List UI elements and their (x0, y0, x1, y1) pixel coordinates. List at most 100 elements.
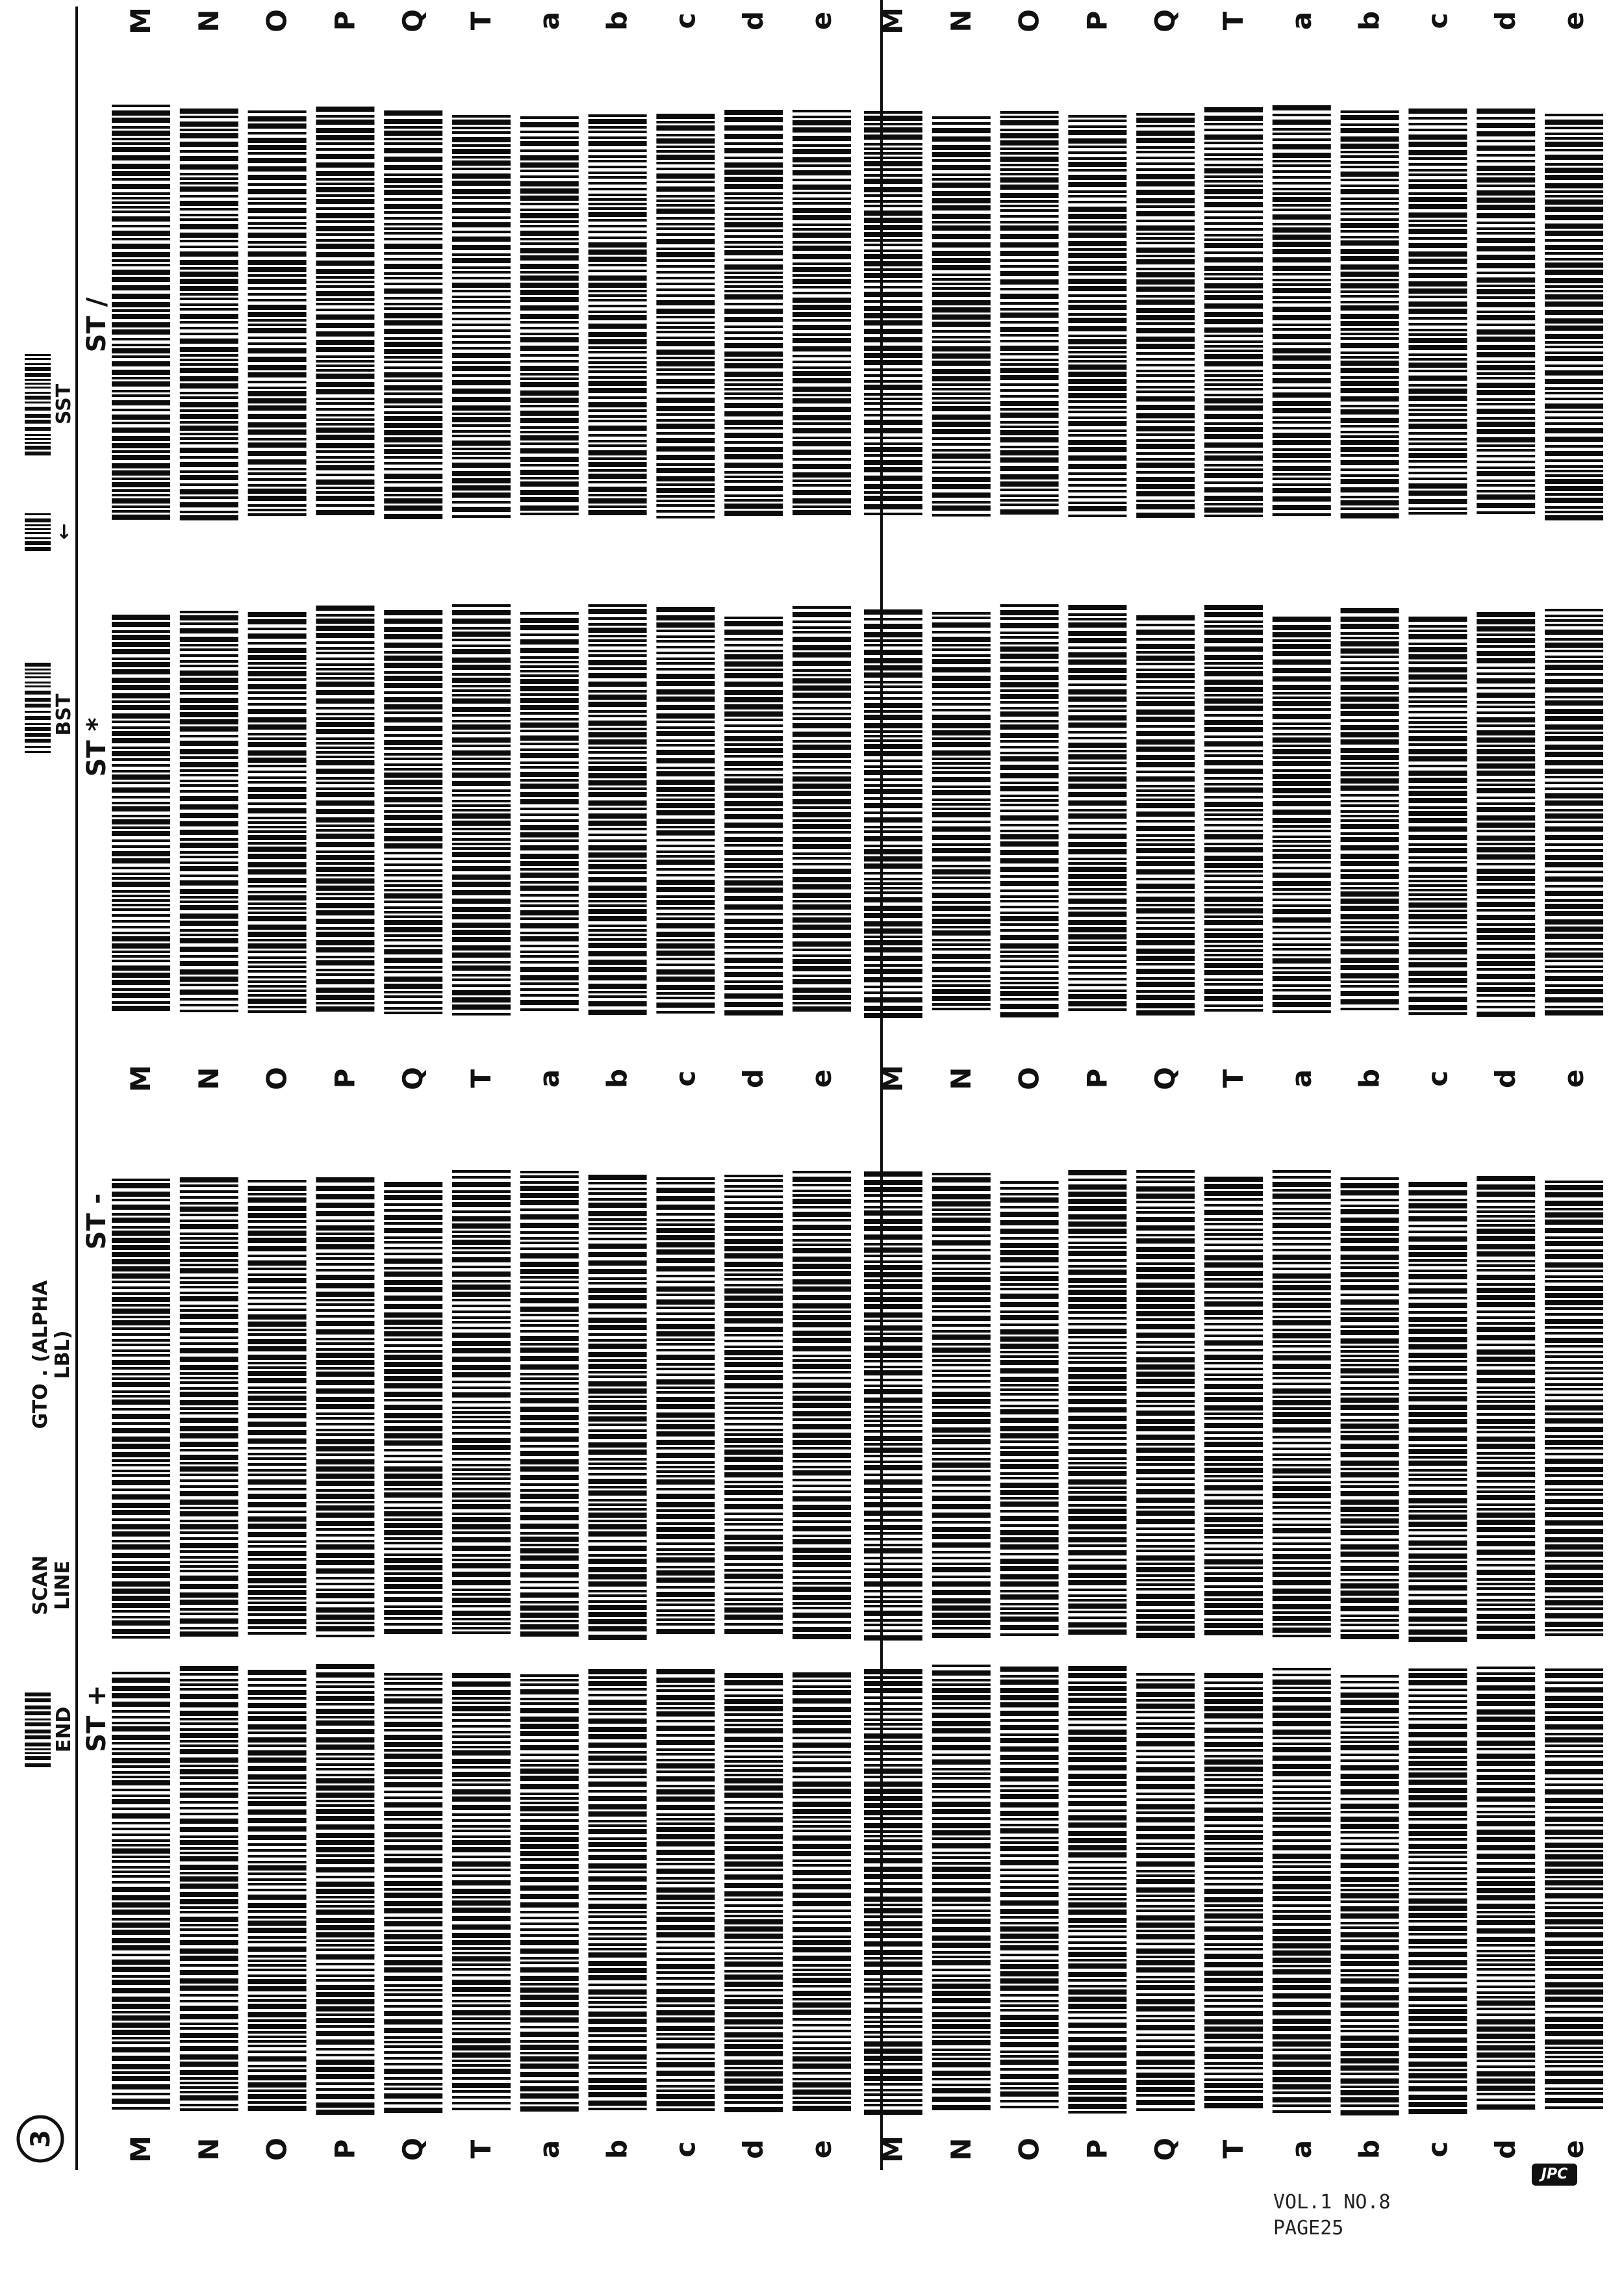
barcode-row-st-plus (1204, 1673, 1263, 2108)
header-label: LBL) (51, 1331, 74, 1379)
end-barcode: END (25, 1693, 75, 1767)
row-label-middle: O (1013, 1067, 1045, 1090)
barcode-row-st-plus (179, 1666, 238, 2111)
row-label-left: a (1286, 2140, 1317, 2158)
barcode-row-st-minus (1477, 1176, 1536, 1639)
barcode-row-st-minus (1204, 1177, 1263, 1635)
row-label-left: e (1558, 2140, 1590, 2159)
row-label-right: P (329, 11, 361, 31)
barcode-row-st-divide (112, 105, 170, 520)
row-label-middle: M (125, 1065, 157, 1092)
caption-st-plus: ST + (82, 1685, 112, 1752)
footer: VOL.1 NO.8 PAGE25 (1273, 2190, 1391, 2242)
row-label-right: a (1286, 12, 1317, 30)
row-label-right: N (193, 9, 225, 32)
row-label-left: d (1490, 2140, 1521, 2159)
header-label: SCAN (29, 1555, 52, 1615)
barcode-row-st-plus (384, 1673, 443, 2113)
barcode-row-st-times (1408, 617, 1467, 1015)
barcode-row-st-minus (247, 1180, 307, 1635)
scan-line-label: SCAN LINE (29, 1555, 74, 1615)
barcode-row-st-minus (1340, 1177, 1399, 1639)
barcode-row-st-minus (112, 1179, 170, 1639)
barcode-row-st-minus (179, 1177, 238, 1637)
header-label: SST (53, 383, 75, 424)
row-label-middle: Q (397, 1067, 429, 1090)
barcode-row-st-minus (864, 1171, 922, 1641)
row-label-left: c (1421, 2141, 1453, 2158)
row-label-left: b (602, 2140, 633, 2159)
barcode-row-st-minus (384, 1182, 443, 1634)
caption-st-divide: ST / (82, 297, 112, 352)
row-label-left: b (1354, 2140, 1386, 2159)
volume-label: VOL.1 NO.8 (1273, 2191, 1391, 2214)
page-label: PAGE25 (1273, 2217, 1344, 2240)
header-label: BST (53, 693, 75, 735)
barcode-row-st-times (316, 606, 375, 1012)
row-label-middle: e (1558, 1069, 1590, 1088)
barcode-row-st-plus (1545, 1668, 1603, 2109)
barcode-row-st-divide (1000, 111, 1059, 515)
row-label-left: N (945, 2138, 977, 2160)
barcode-row-st-plus (1477, 1667, 1536, 2110)
barcode-row-st-divide (1068, 115, 1127, 517)
barcode-row-st-times (724, 617, 783, 1016)
barcode-row-st-times (1000, 604, 1059, 1017)
row-label-right: Q (397, 9, 429, 32)
row-label-middle: M (877, 1065, 909, 1092)
row-label-right: e (1558, 12, 1590, 31)
row-label-left: a (533, 2140, 565, 2158)
row-label-right: e (806, 12, 837, 31)
barcode-row-st-divide (1340, 110, 1399, 518)
barcode-row-st-times (1545, 609, 1603, 1016)
row-label-middle: d (1490, 1069, 1521, 1088)
row-label-left: d (737, 2140, 769, 2159)
row-label-left: T (1217, 2140, 1249, 2158)
barcode-row-st-plus (1272, 1668, 1331, 2113)
row-label-left: P (329, 2140, 361, 2160)
row-label-left: c (669, 2141, 701, 2158)
barcode-row-st-divide (1477, 109, 1536, 514)
barcode-row-st-times (112, 615, 170, 1011)
header-label: END (53, 1707, 75, 1753)
barcode-row-st-divide (316, 107, 375, 515)
row-label-middle: O (261, 1067, 293, 1090)
row-label-middle: T (1217, 1069, 1249, 1088)
row-label-right: b (1354, 11, 1386, 31)
page-number-circle: 3 (16, 2115, 64, 2163)
barcode-row-st-divide (452, 115, 511, 518)
row-label-left: P (1081, 2140, 1113, 2160)
barcode-row-st-times (1340, 608, 1399, 1010)
barcode-row-st-divide (520, 116, 579, 515)
row-label-middle: b (602, 1069, 633, 1088)
barcode-row-st-minus (1272, 1170, 1331, 1637)
barcode-row-st-divide (588, 114, 647, 515)
barcode-row-st-divide (793, 110, 851, 515)
row-label-middle: a (1286, 1069, 1317, 1088)
barcode-row-st-times (656, 607, 715, 1014)
barcode-row-st-plus (793, 1672, 851, 2111)
barcode-row-st-plus (724, 1673, 783, 2112)
row-label-middle: d (737, 1069, 769, 1088)
barcode-row-st-times (1136, 615, 1195, 1016)
barcode-row-st-times (1068, 605, 1127, 1011)
barcode-row-st-divide (932, 116, 991, 517)
barcode-row-st-times (452, 604, 511, 1016)
row-label-right: d (737, 11, 769, 31)
caption-st-minus: ST - (82, 1194, 112, 1250)
barcode-row-st-plus (656, 1669, 715, 2111)
sst-barcode: SST (25, 354, 75, 455)
barcode-row-st-divide (247, 110, 307, 516)
barcode-row-st-plus (1136, 1673, 1195, 2111)
barcode-row-st-divide (1204, 107, 1263, 517)
barcode-row-st-times (384, 610, 443, 1014)
barcode-row-st-minus (1136, 1170, 1195, 1638)
row-label-left: O (261, 2138, 293, 2161)
barcode-row-st-minus (656, 1177, 715, 1634)
row-label-middle: P (329, 1069, 361, 1089)
barcode-row-st-plus (247, 1670, 307, 2111)
barcode-row-st-times (1272, 617, 1331, 1013)
barcode-row-st-times (179, 611, 238, 1012)
